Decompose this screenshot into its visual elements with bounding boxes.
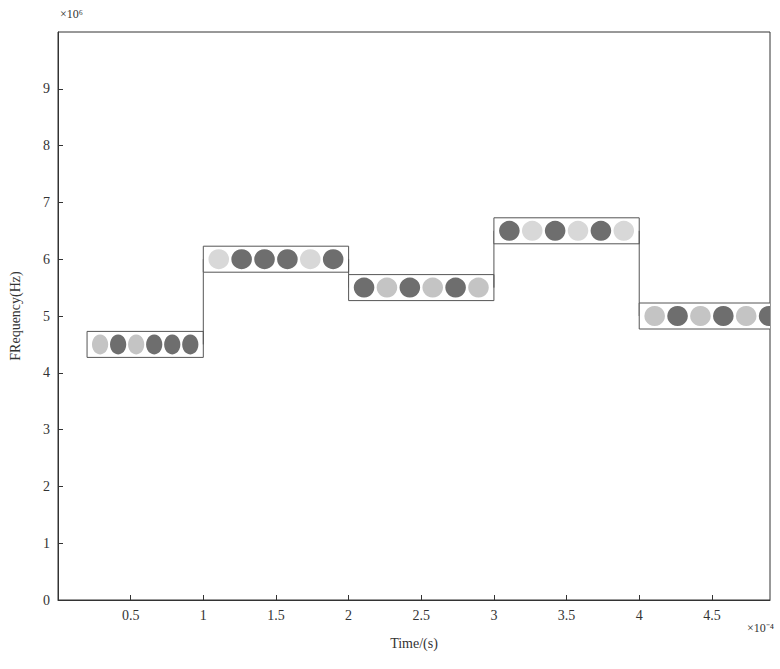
svg-text:×10⁻⁴: ×10⁻⁴: [747, 621, 774, 635]
svg-text:1.5: 1.5: [267, 608, 285, 623]
svg-text:5: 5: [43, 309, 50, 324]
svg-text:3.5: 3.5: [558, 608, 576, 623]
svg-text:2: 2: [43, 479, 50, 494]
svg-text:4: 4: [636, 608, 643, 623]
svg-text:Time/(s): Time/(s): [390, 636, 438, 652]
svg-text:FRequency(Hz): FRequency(Hz): [8, 271, 24, 361]
svg-text:1: 1: [200, 608, 207, 623]
svg-text:4: 4: [43, 365, 50, 380]
svg-text:0.5: 0.5: [122, 608, 140, 623]
svg-text:7: 7: [43, 195, 50, 210]
svg-text:4.5: 4.5: [703, 608, 721, 623]
svg-text:3: 3: [43, 422, 50, 437]
svg-text:2: 2: [345, 608, 352, 623]
svg-text:2.5: 2.5: [413, 608, 431, 623]
svg-text:×10⁶: ×10⁶: [60, 7, 83, 21]
svg-text:3: 3: [490, 608, 497, 623]
svg-text:0: 0: [43, 593, 50, 608]
svg-text:9: 9: [43, 81, 50, 96]
svg-text:8: 8: [43, 138, 50, 153]
svg-text:6: 6: [43, 252, 50, 267]
svg-text:1: 1: [43, 536, 50, 551]
